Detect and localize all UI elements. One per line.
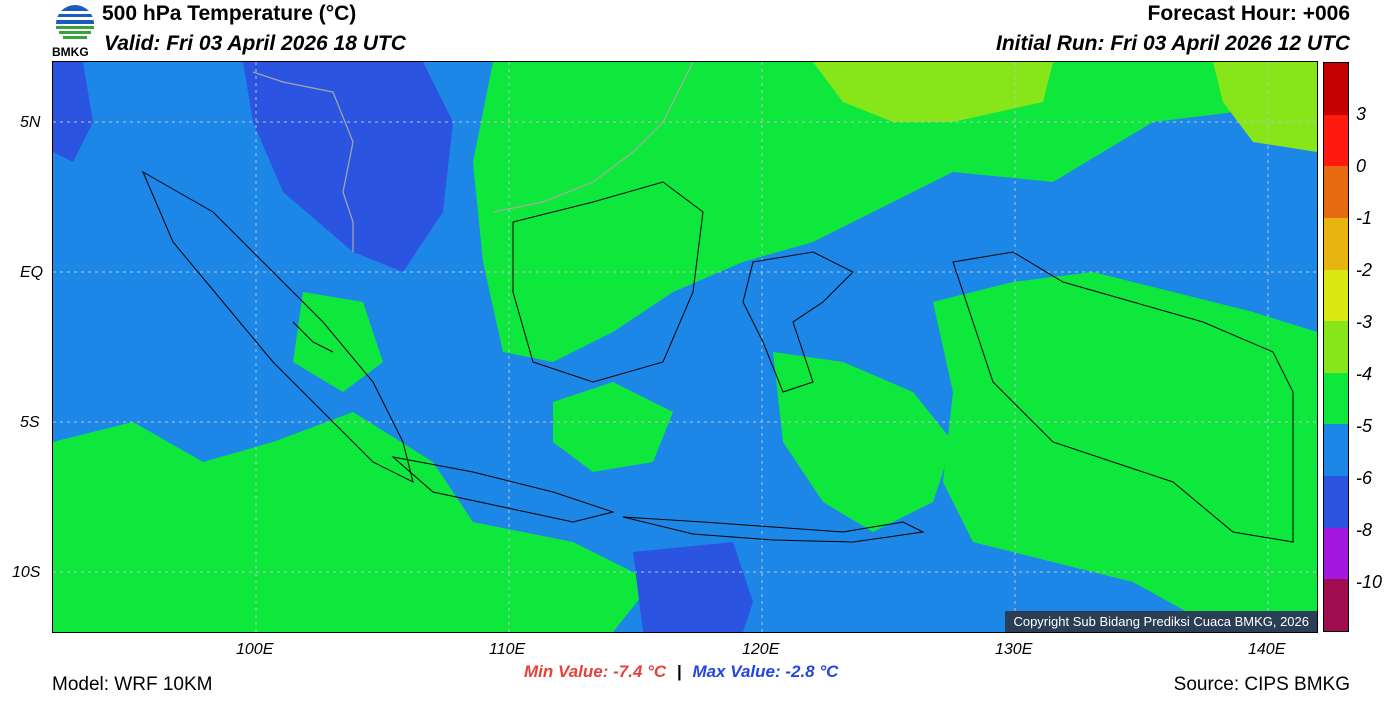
colorbar-segment xyxy=(1324,217,1348,270)
coastlines xyxy=(141,170,1294,543)
lon-label-120e: 120E xyxy=(742,641,780,658)
bmkg-logo-icon xyxy=(56,5,94,39)
colorbar-label: -10 xyxy=(1356,572,1383,592)
lat-label-5s: 5S xyxy=(20,414,40,431)
valid-time: Valid: Fri 03 April 2026 18 UTC xyxy=(104,32,406,55)
lon-label-130e: 130E xyxy=(995,641,1033,658)
colorbar-label: -3 xyxy=(1356,312,1373,332)
lon-label-140e: 140E xyxy=(1248,641,1286,658)
colorbar-label: -4 xyxy=(1356,364,1373,384)
forecast-hour: Forecast Hour: +006 xyxy=(1147,2,1351,25)
source-label: Source: CIPS BMKG xyxy=(1173,674,1350,695)
colorbar xyxy=(1323,62,1349,632)
colorbar-label: -2 xyxy=(1356,260,1373,280)
model-label: Model: WRF 10KM xyxy=(52,674,213,695)
logo-text: BMKG xyxy=(52,45,89,59)
colorbar-segment xyxy=(1324,372,1348,425)
colorbar-label: -6 xyxy=(1356,468,1373,488)
map-title: 500 hPa Temperature (°C) xyxy=(102,2,357,25)
min-max-values: Min Value: -7.4 °C | Max Value: -2.8 °C xyxy=(524,662,838,682)
colorbar-segment xyxy=(1324,424,1348,476)
colorbar-segments xyxy=(1324,63,1348,631)
colorbar-segment xyxy=(1324,269,1348,322)
lon-label-100e: 100E xyxy=(236,641,274,658)
temperature-map: Copyright Sub Bidang Prediksi Cuaca BMKG… xyxy=(53,62,1317,632)
colorbar-label: -5 xyxy=(1356,416,1373,436)
value-separator: | xyxy=(676,662,682,681)
initial-run: Initial Run: Fri 03 April 2026 12 UTC xyxy=(996,32,1350,55)
colorbar-label: -8 xyxy=(1356,520,1373,540)
lon-label-110e: 110E xyxy=(489,641,526,658)
colorbar-label: 3 xyxy=(1356,104,1367,124)
max-value: Max Value: -2.8 °C xyxy=(692,662,839,681)
colorbar-segment xyxy=(1324,321,1348,373)
colorbar-segment xyxy=(1324,476,1348,528)
bmkg-logo: BMKG xyxy=(50,2,100,60)
colorbar-segment xyxy=(1324,114,1348,167)
lat-label-10s: 10S xyxy=(12,564,41,581)
copyright-note: Copyright Sub Bidang Prediksi Cuaca BMKG… xyxy=(1005,611,1317,632)
colorbar-segment xyxy=(1324,63,1348,115)
colorbar-segment xyxy=(1324,166,1348,218)
colorbar-segment xyxy=(1324,579,1348,631)
lat-label-eq: EQ xyxy=(20,264,44,281)
temperature-map-svg xyxy=(53,62,1317,632)
colorbar-label: -1 xyxy=(1356,208,1373,228)
colorbar-segment xyxy=(1324,527,1348,580)
colorbar-label: 0 xyxy=(1356,156,1367,176)
lat-label-5n: 5N xyxy=(20,114,41,131)
copyright-text: Copyright Sub Bidang Prediksi Cuaca BMKG… xyxy=(1013,614,1309,629)
min-value: Min Value: -7.4 °C xyxy=(524,662,667,681)
